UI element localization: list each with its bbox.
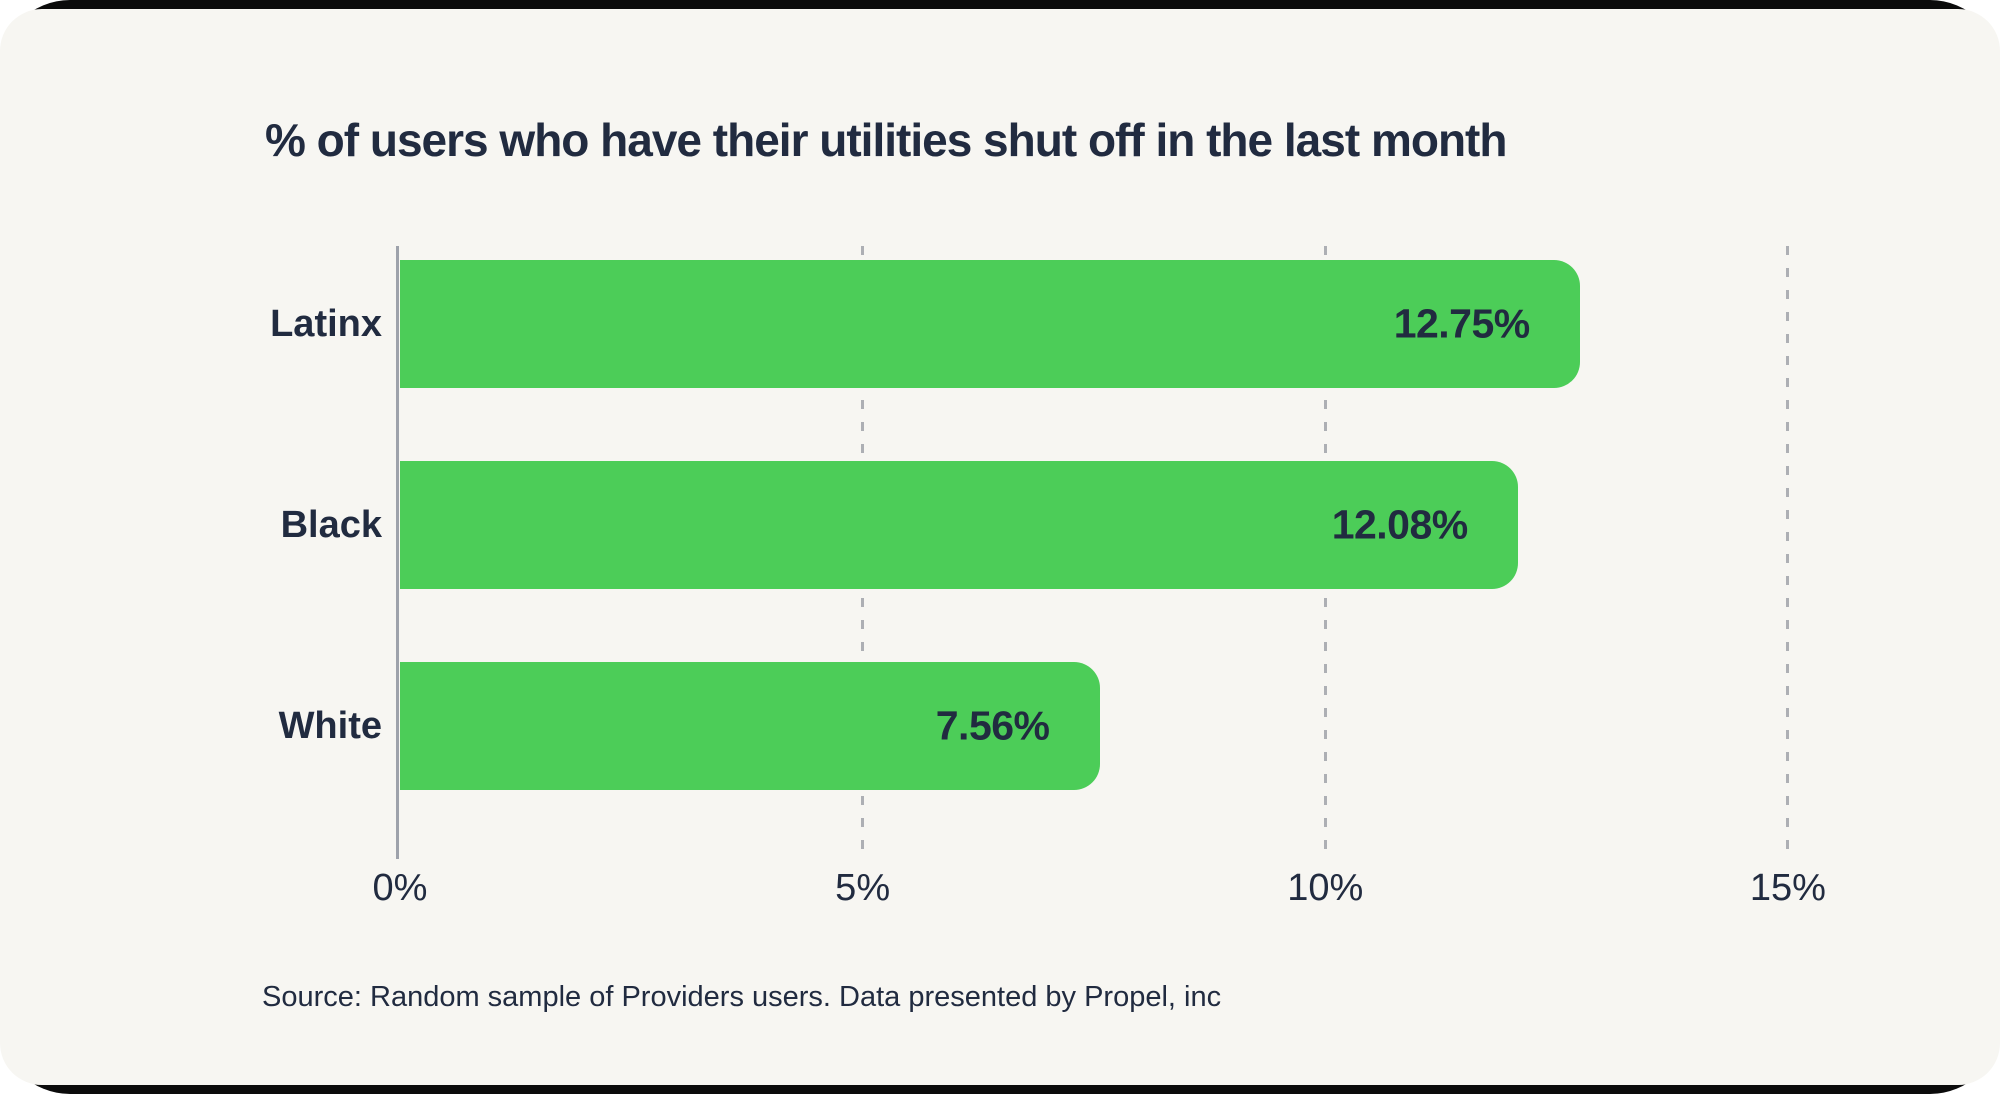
bar-latinx: 12.75% bbox=[400, 260, 1580, 388]
chart-title: % of users who have their utilities shut… bbox=[265, 114, 1507, 166]
y-axis-line bbox=[396, 246, 399, 859]
bar-white: 7.56% bbox=[400, 662, 1100, 790]
x-tick-label-0pct: 0% bbox=[372, 867, 428, 909]
bar-value-label-latinx: 12.75% bbox=[1393, 300, 1531, 347]
bar-value-label-white: 7.56% bbox=[935, 702, 1050, 749]
bar-black: 12.08% bbox=[400, 461, 1518, 589]
plot-area: 12.75% Latinx 12.08% Black 7.56% White 0% 5% 10%… bbox=[0, 9, 2000, 1085]
x-tick-label-5pct: 5% bbox=[835, 867, 891, 909]
bar-value-label-black: 12.08% bbox=[1331, 501, 1469, 548]
x-tick-label-10pct: 10% bbox=[1287, 867, 1364, 909]
category-label-white: White bbox=[278, 704, 382, 747]
source-note: Source: Random sample of Providers users… bbox=[262, 981, 1222, 1013]
category-label-latinx: Latinx bbox=[270, 302, 382, 345]
x-tick-label-15pct: 15% bbox=[1749, 867, 1826, 909]
chart-card: % of users who have their utilities shut… bbox=[0, 9, 2000, 1085]
gridline-15pct bbox=[1786, 246, 1790, 859]
category-label-black: Black bbox=[280, 503, 382, 546]
